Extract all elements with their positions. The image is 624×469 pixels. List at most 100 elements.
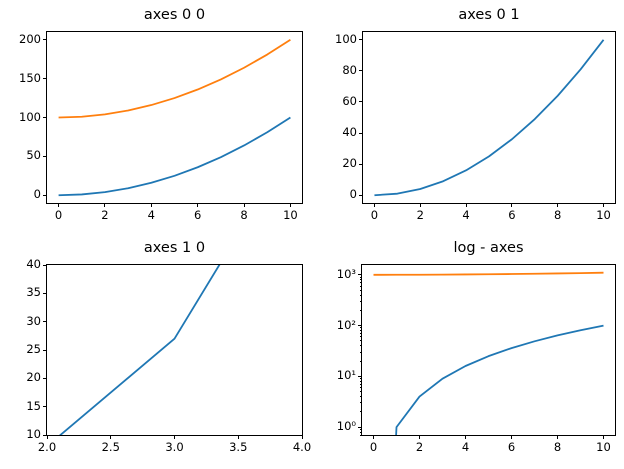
x-tick-label: 2 bbox=[415, 440, 424, 454]
x-tick-label: 8 bbox=[240, 208, 248, 222]
y-tick-label: 20 bbox=[26, 370, 41, 385]
x-tick-label: 0 bbox=[54, 208, 63, 222]
x-tick-label: 4 bbox=[462, 208, 470, 222]
y-tick-label: 30 bbox=[26, 313, 41, 328]
y-tick-label: 80 bbox=[342, 63, 357, 78]
x-tick-label: 4 bbox=[147, 208, 155, 222]
y-tick-mark bbox=[358, 325, 362, 327]
y-tick-mark bbox=[43, 349, 47, 351]
x-tick-mark bbox=[104, 203, 106, 207]
y-minor-tick-mark bbox=[359, 340, 362, 342]
y-minor-tick-mark bbox=[359, 300, 362, 302]
y-minor-tick-mark bbox=[359, 402, 362, 404]
y-tick-mark bbox=[43, 264, 47, 266]
x-tick-mark bbox=[373, 435, 374, 439]
x-tick-label: 6 bbox=[507, 440, 516, 454]
series-line-x-cubed bbox=[59, 265, 221, 435]
x-tick-mark bbox=[419, 203, 421, 207]
y-tick-mark bbox=[43, 78, 47, 80]
x-tick-label: 2 bbox=[101, 208, 109, 222]
y-minor-tick-mark bbox=[359, 330, 362, 331]
x-tick-mark bbox=[603, 435, 604, 439]
x-tick-label: 10 bbox=[596, 440, 611, 454]
plot-area bbox=[58, 39, 291, 197]
y-tick-mark bbox=[43, 377, 47, 379]
y-tick-mark bbox=[358, 375, 362, 377]
x-tick-mark bbox=[150, 203, 152, 207]
y-minor-tick-mark bbox=[359, 431, 362, 433]
subplot-axes-0-0: axes 0 0 0 2 4 6 8 10 0 50 100 150 200 bbox=[19, 7, 303, 222]
x-tick-label: 2.0 bbox=[37, 440, 57, 454]
series-line-x-squared-plus-1000 bbox=[373, 271, 604, 276]
y-tick-label: 10 bbox=[26, 427, 41, 442]
y-minor-tick-mark bbox=[359, 428, 362, 430]
y-minor-tick-mark bbox=[359, 391, 362, 393]
x-tick-mark bbox=[237, 435, 239, 439]
y-tick-label: 100 bbox=[19, 109, 41, 124]
y-tick-label: 0 bbox=[33, 187, 41, 202]
y-tick-mark bbox=[43, 194, 47, 196]
x-tick-label: 0 bbox=[370, 208, 379, 222]
y-tick-mark bbox=[359, 39, 363, 41]
y-tick-mark bbox=[358, 426, 362, 428]
x-tick-mark bbox=[58, 203, 60, 207]
y-tick-label: 20 bbox=[342, 156, 357, 171]
plot-area bbox=[59, 265, 221, 435]
x-tick-mark bbox=[197, 203, 199, 207]
x-tick-mark bbox=[465, 435, 466, 439]
y-tick-mark bbox=[359, 101, 363, 103]
x-tick-label: 10 bbox=[283, 208, 298, 222]
y-tick-label: 35 bbox=[26, 285, 41, 300]
y-tick-mark bbox=[43, 321, 47, 323]
x-tick-label: 0 bbox=[369, 440, 378, 454]
subplot-title: axes 1 0 bbox=[143, 240, 206, 256]
x-tick-mark bbox=[557, 203, 559, 207]
y-minor-tick-mark bbox=[359, 380, 362, 382]
x-tick-label: 2.5 bbox=[101, 440, 120, 454]
x-tick-mark bbox=[557, 435, 558, 439]
y-minor-tick-mark bbox=[359, 289, 362, 291]
subplot-title: log - axes bbox=[453, 240, 524, 256]
y-tick-mark bbox=[43, 406, 47, 408]
y-minor-tick-mark bbox=[359, 360, 362, 362]
y-minor-tick-mark bbox=[359, 336, 362, 338]
y-tick-label: 200 bbox=[19, 32, 41, 47]
y-minor-tick-mark bbox=[359, 327, 362, 329]
x-tick-label: 2 bbox=[416, 208, 424, 222]
y-tick-label: 10⁰ bbox=[336, 419, 356, 434]
x-tick-mark bbox=[46, 435, 48, 439]
y-minor-tick-mark bbox=[359, 351, 362, 353]
x-tick-mark bbox=[174, 435, 175, 439]
y-tick-label: 50 bbox=[26, 148, 41, 163]
y-minor-tick-mark bbox=[359, 411, 362, 413]
y-tick-label: 60 bbox=[342, 94, 357, 109]
x-tick-label: 3.0 bbox=[165, 440, 184, 454]
x-tick-label: 6 bbox=[194, 208, 202, 222]
y-minor-tick-mark bbox=[359, 294, 362, 296]
y-tick-label: 150 bbox=[19, 70, 41, 85]
y-minor-tick-mark bbox=[359, 387, 362, 389]
y-tick-mark bbox=[359, 132, 363, 134]
subplot-log-axes: log - axes 0 2 4 6 8 10 10⁰ 10¹ 10² 10³ bbox=[337, 240, 616, 454]
subplot-axes-0-1: axes 0 1 0 2 4 6 8 10 0 20 40 60 80 100 bbox=[335, 7, 616, 222]
y-tick-label: 25 bbox=[26, 342, 41, 357]
x-tick-mark bbox=[289, 203, 291, 207]
y-tick-label: 10¹ bbox=[336, 368, 356, 383]
series-line-x-squared-plus-100 bbox=[58, 39, 291, 119]
x-tick-label: 4.0 bbox=[292, 440, 312, 454]
y-tick-label: 10² bbox=[336, 317, 356, 332]
x-tick-mark bbox=[603, 203, 605, 207]
plot-area bbox=[373, 271, 604, 435]
y-tick-label: 100 bbox=[335, 32, 357, 47]
y-minor-tick-mark bbox=[359, 276, 362, 278]
y-minor-tick-mark bbox=[359, 345, 362, 347]
y-tick-mark bbox=[43, 292, 47, 294]
x-tick-mark bbox=[301, 435, 303, 439]
y-minor-tick-mark bbox=[359, 332, 362, 334]
subplot-title: axes 0 1 bbox=[458, 7, 520, 23]
y-minor-tick-mark bbox=[359, 434, 362, 436]
subplot-axes-1-0: axes 1 0 2.0 2.5 3.0 3.5 4.0 10 15 20 25 30 35 40 bbox=[26, 240, 311, 454]
x-tick-mark bbox=[419, 435, 420, 439]
plot-area bbox=[374, 39, 605, 197]
